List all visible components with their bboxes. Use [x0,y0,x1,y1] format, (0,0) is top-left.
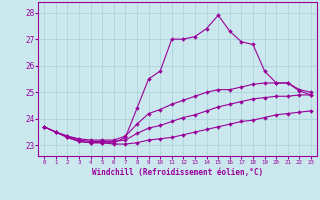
X-axis label: Windchill (Refroidissement éolien,°C): Windchill (Refroidissement éolien,°C) [92,168,263,177]
